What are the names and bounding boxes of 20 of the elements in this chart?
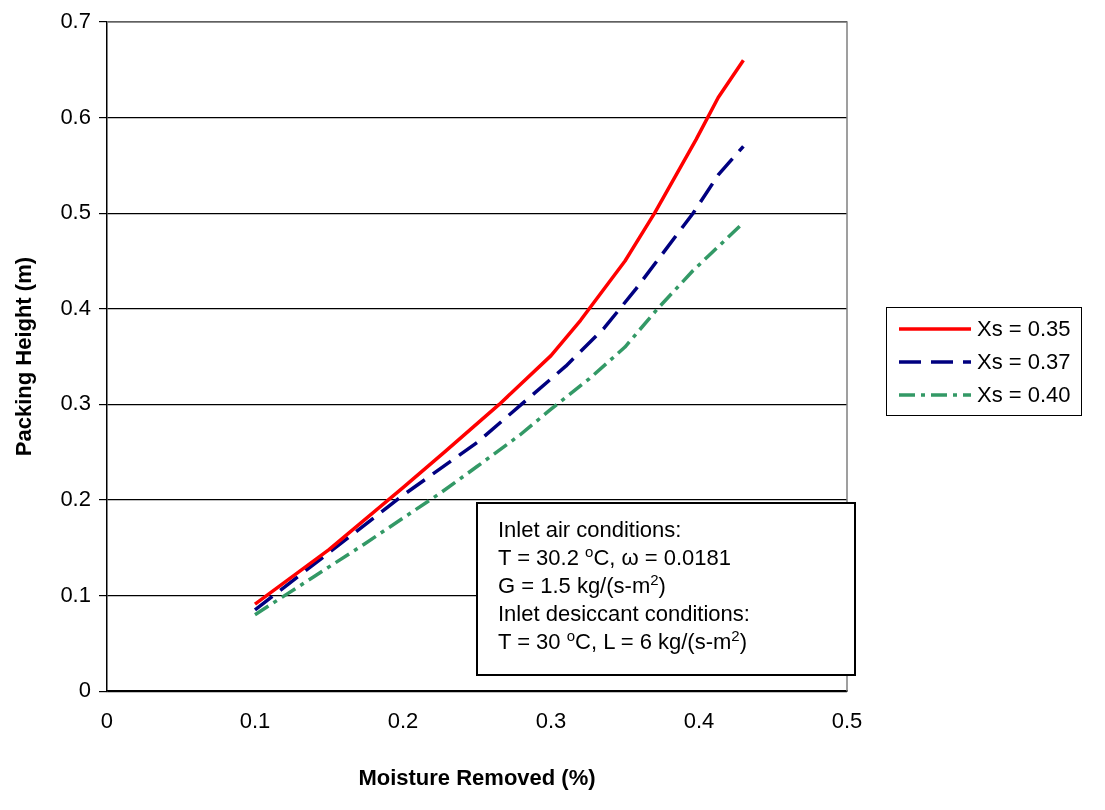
y-axis-title: Packing Height (m) [11,256,37,457]
y-tick-label: 0.6 [60,103,91,129]
legend-label: Xs = 0.40 [977,381,1071,408]
y-tick-label: 0.5 [60,199,91,225]
y-tick-label: 0.7 [60,8,91,34]
x-tick-label: 0.1 [239,708,271,734]
legend-label: Xs = 0.37 [977,348,1071,375]
x-tick-label: 0.3 [535,708,567,734]
x-tick-label: 0.2 [387,708,419,734]
x-tick-label: 0 [100,708,114,734]
x-tick-label: 0.5 [831,708,863,734]
y-tick-label: 0.4 [60,294,91,320]
legend-label: Xs = 0.35 [977,315,1071,342]
annotation-box: Inlet air conditions: T = 30.2 $^{o}$C, ω = 0.0181 G = 1.5 kg/(s-m$^{2}$) Inlet desiccant conditions: T = 30 $^{o}$C, L = 6 kg/(s-m$^{2}$) [476,502,856,676]
y-tick-label: 0.3 [60,390,91,416]
x-tick-label: 0.4 [683,708,715,734]
y-tick-label: 0 [78,677,91,703]
y-tick-label: 0.1 [60,581,91,607]
x-axis-title: Moisture Removed (%) [358,764,596,790]
y-tick-label: 0.2 [60,486,91,512]
